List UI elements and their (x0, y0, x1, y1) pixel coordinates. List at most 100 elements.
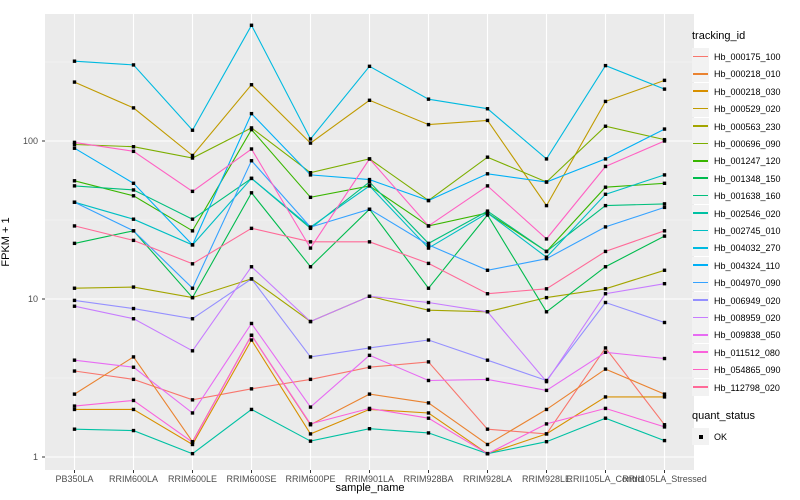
legend-key-icon (692, 48, 709, 65)
data-point (426, 300, 431, 305)
data-point (190, 295, 195, 300)
y-tick-label-100: 100 (22, 135, 38, 146)
data-point (308, 195, 313, 200)
legend-key-icon (692, 326, 709, 344)
legend-key-line (693, 160, 708, 162)
y-axis-title: FPKM + 1 (0, 217, 12, 267)
legend-key-line (693, 177, 708, 180)
data-point (544, 249, 549, 254)
data-point (131, 238, 136, 243)
legend-key-icon (692, 135, 709, 152)
data-point (72, 407, 77, 412)
data-point (249, 338, 254, 342)
data-point (544, 237, 549, 241)
data-point (485, 268, 490, 272)
data-point (485, 292, 490, 296)
legend-key-icon (692, 65, 709, 83)
data-point (485, 172, 490, 176)
data-point (485, 451, 490, 456)
legend-entry-label: Hb_008959_020 (714, 313, 781, 323)
data-point (544, 422, 549, 426)
data-point (72, 241, 77, 246)
data-point (72, 427, 77, 431)
data-point (485, 118, 490, 123)
x-tick-label-RRIM901LA: RRIM901LA (344, 474, 395, 484)
legend-key-line (693, 73, 708, 75)
data-point (308, 265, 313, 269)
data-point (544, 407, 549, 412)
data-point (426, 243, 431, 247)
data-point (131, 285, 136, 289)
data-point (426, 246, 431, 250)
data-point (131, 181, 136, 185)
data-point (131, 317, 136, 321)
legend-entry-label: Hb_006949_020 (714, 295, 781, 306)
data-point (426, 378, 431, 383)
data-point (544, 379, 549, 384)
data-point (426, 411, 431, 415)
data-point (131, 377, 136, 382)
legend-key-line (693, 107, 708, 110)
legend-key-icon (692, 291, 709, 309)
data-point (190, 217, 195, 221)
data-point (131, 407, 136, 412)
legend-entry-label: Hb_000218_010 (714, 69, 781, 80)
legend-entry-label: Hb_054865_090 (714, 365, 781, 376)
legend-entry-label: OK (714, 432, 728, 442)
data-point (308, 439, 313, 443)
legend-key-icon (692, 152, 709, 170)
data-point (662, 87, 667, 91)
legend-entry-label: Hb_001348_150 (714, 173, 781, 184)
data-point (190, 440, 195, 444)
data-point (426, 122, 431, 127)
data-point (308, 246, 313, 250)
data-point (131, 355, 136, 359)
data-point (485, 442, 490, 447)
legend-key-icon (692, 169, 709, 187)
data-point (662, 234, 667, 238)
data-point (72, 140, 77, 145)
legend-title-tracking-id: tracking_id (692, 30, 746, 42)
x-tick-label-RRIM600LA: RRIM600LA (108, 474, 159, 484)
legend-entry-label: Hb_004970_090 (714, 278, 781, 289)
legend-title-quant-status: quant_status (692, 410, 755, 422)
data-point (308, 422, 313, 426)
data-point (72, 392, 77, 396)
data-point (544, 439, 549, 444)
data-point (72, 404, 77, 408)
data-point (367, 184, 372, 188)
data-point (131, 217, 136, 221)
data-point (603, 265, 608, 269)
data-point (603, 164, 608, 169)
data-point (249, 387, 254, 391)
data-point (426, 261, 431, 266)
data-point (72, 224, 77, 228)
legend-key-icon (692, 117, 709, 135)
data-point (72, 369, 77, 373)
legend-key-line (693, 264, 708, 267)
data-point (544, 432, 549, 436)
data-point (190, 349, 195, 353)
data-point (131, 398, 136, 403)
legend-key-icon (692, 222, 709, 239)
data-point (249, 127, 254, 132)
data-point (190, 156, 195, 160)
legend-key-line (693, 281, 708, 284)
data-point (662, 281, 667, 286)
legend-key-icon (692, 187, 709, 205)
data-point (367, 406, 372, 411)
data-point (190, 189, 195, 194)
data-point (72, 358, 77, 362)
data-point (603, 292, 608, 296)
legend-entry-label: Hb_009838_050 (714, 330, 781, 341)
legend-key-line (693, 334, 708, 336)
data-point (603, 203, 608, 208)
legend-key-line (693, 368, 708, 371)
data-point (544, 388, 549, 393)
legend-key-line (693, 142, 708, 145)
x-tick-label-RRII105LA_Control: RRII105LA_Control (566, 474, 645, 484)
data-point (131, 229, 136, 233)
data-point (308, 319, 313, 324)
data-point (190, 451, 195, 456)
legend-key-icon (692, 100, 709, 118)
